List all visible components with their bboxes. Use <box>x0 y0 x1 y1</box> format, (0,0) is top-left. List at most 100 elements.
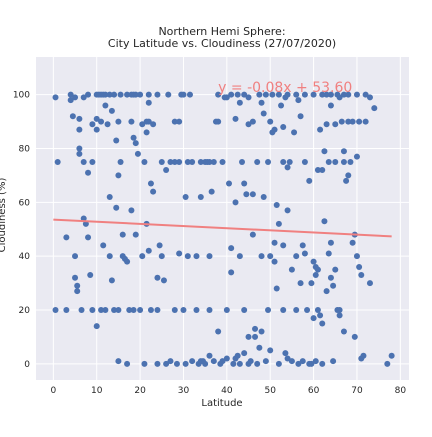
scatter-point <box>215 91 222 98</box>
scatter-point <box>232 115 239 122</box>
scatter-point <box>182 360 189 367</box>
scatter-point <box>98 307 105 314</box>
scatter-point <box>232 199 239 206</box>
scatter-point <box>113 204 120 211</box>
scatter-point <box>111 307 118 314</box>
scatter-point <box>206 307 213 314</box>
scatter-point <box>241 91 248 98</box>
scatter-point <box>171 307 178 314</box>
scatter-point <box>72 253 79 260</box>
scatter-point <box>310 91 317 98</box>
scatter-point <box>108 277 115 284</box>
scatter-point <box>236 253 243 260</box>
scatter-point <box>362 118 369 125</box>
scatter-point <box>353 91 360 98</box>
scatter-point <box>171 158 178 165</box>
scatter-point <box>284 207 291 214</box>
scatter-point <box>239 158 246 165</box>
scatter-point <box>256 344 263 351</box>
scatter-point <box>280 242 287 249</box>
scatter-point <box>206 158 213 165</box>
scatter-point <box>317 312 324 319</box>
scatter-point <box>362 91 369 98</box>
scatter-point <box>284 91 291 98</box>
scatter-point <box>347 158 354 165</box>
scatter-point <box>145 99 152 106</box>
y-tick-label: 60 <box>19 198 31 208</box>
x-tick-label: 40 <box>221 386 233 396</box>
scatter-point <box>338 118 345 125</box>
scatter-point <box>115 358 122 365</box>
scatter-point <box>63 307 70 314</box>
scatter-point <box>314 307 321 314</box>
scatter-point <box>325 250 332 257</box>
scatter-point <box>308 280 315 287</box>
scatter-point <box>189 358 196 365</box>
data-points <box>52 91 395 367</box>
x-tick-label: 80 <box>395 386 407 396</box>
scatter-point <box>267 253 274 260</box>
scatter-point <box>141 360 148 367</box>
scatter-point <box>275 360 282 367</box>
y-tick-label: 100 <box>13 91 30 101</box>
scatter-point <box>301 250 308 257</box>
scatter-point <box>117 158 124 165</box>
scatter-point <box>223 307 230 314</box>
plot-area: y = -0.08x + 53.60 <box>36 57 409 380</box>
scatter-point <box>85 234 92 241</box>
scatter-point <box>160 277 167 284</box>
scatter-point <box>124 91 131 98</box>
scatter-point <box>340 328 347 335</box>
scatter-point <box>317 126 324 133</box>
scatter-point <box>319 360 326 367</box>
y-tick-label: 20 <box>19 306 31 316</box>
scatter-point <box>345 91 352 98</box>
scatter-point <box>258 328 265 335</box>
chart-subtitle: City Latitude vs. Cloudiness (27/07/2020… <box>108 37 336 50</box>
scatter-point <box>275 91 282 98</box>
scatter-point <box>100 242 107 249</box>
x-tick-label: 70 <box>351 386 363 396</box>
x-tick-label: 20 <box>134 386 146 396</box>
scatter-point <box>215 328 222 335</box>
plot-background <box>36 57 409 380</box>
scatter-point <box>312 263 319 270</box>
scatter-point <box>301 91 308 98</box>
scatter-point <box>150 121 157 128</box>
scatter-point <box>186 91 193 98</box>
scatter-point <box>143 118 150 125</box>
scatter-point <box>106 253 113 260</box>
scatter-point <box>124 360 131 367</box>
scatter-point <box>327 274 334 281</box>
scatter-point <box>223 94 230 101</box>
scatter-point <box>236 99 243 106</box>
scatter-point <box>330 358 337 365</box>
scatter-point <box>310 258 317 265</box>
scatter-point <box>180 91 187 98</box>
scatter-point <box>72 274 79 281</box>
scatter-point <box>134 150 141 157</box>
scatter-point <box>288 266 295 273</box>
scatter-point <box>158 158 165 165</box>
grid-lines <box>36 57 409 380</box>
scatter-point <box>332 158 339 165</box>
scatter-point <box>80 215 87 222</box>
scatter-point <box>321 218 328 225</box>
scatter-point <box>284 164 291 171</box>
scatter-point <box>184 158 191 165</box>
scatter-point <box>219 358 226 365</box>
scatter-point <box>78 307 85 314</box>
scatter-point <box>319 91 326 98</box>
scatter-point <box>76 126 83 133</box>
scatter-point <box>176 250 183 257</box>
scatter-point <box>293 253 300 260</box>
scatter-point <box>141 158 148 165</box>
scatter-point <box>286 158 293 165</box>
scatter-point <box>325 158 332 165</box>
scatter-point <box>323 121 330 128</box>
scatter-point <box>117 91 124 98</box>
scatter-point <box>271 258 278 265</box>
scatter-point <box>278 102 285 109</box>
scatter-point <box>173 360 180 367</box>
